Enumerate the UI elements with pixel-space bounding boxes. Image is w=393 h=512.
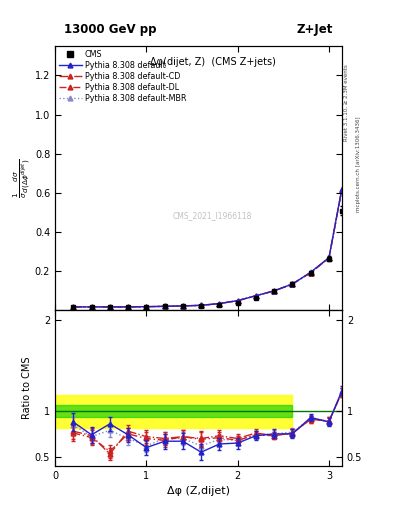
Bar <box>55 395 292 428</box>
Text: CMS_2021_I1966118: CMS_2021_I1966118 <box>173 211 252 220</box>
Text: 13000 GeV pp: 13000 GeV pp <box>64 23 156 35</box>
Bar <box>55 404 292 417</box>
Text: Z+Jet: Z+Jet <box>297 23 333 35</box>
Y-axis label: Ratio to CMS: Ratio to CMS <box>22 357 32 419</box>
Text: Δφ(dijet, Z)  (CMS Z+jets): Δφ(dijet, Z) (CMS Z+jets) <box>150 57 276 67</box>
Text: Rivet 3.1.10, ≥ 2.3M events: Rivet 3.1.10, ≥ 2.3M events <box>344 64 349 141</box>
X-axis label: Δφ (Z,dijet): Δφ (Z,dijet) <box>167 486 230 496</box>
Text: mcplots.cern.ch [arXiv:1306.3436]: mcplots.cern.ch [arXiv:1306.3436] <box>356 116 361 211</box>
Legend: CMS, Pythia 8.308 default, Pythia 8.308 default-CD, Pythia 8.308 default-DL, Pyt: CMS, Pythia 8.308 default, Pythia 8.308 … <box>57 49 188 105</box>
Y-axis label: $\frac{1}{\sigma}\frac{d\sigma}{d(\Delta\phi^{dijet})}$: $\frac{1}{\sigma}\frac{d\sigma}{d(\Delta… <box>12 158 33 198</box>
